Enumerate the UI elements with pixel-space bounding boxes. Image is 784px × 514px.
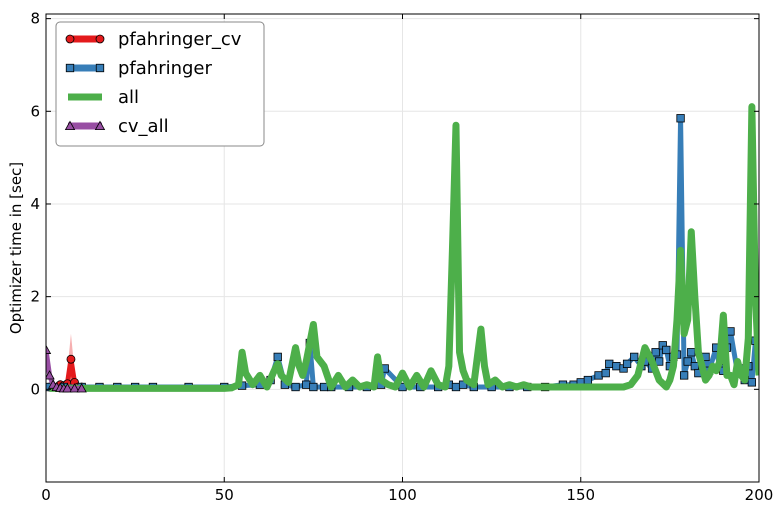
- series-cv_all: [46, 344, 87, 393]
- legend-marker: [94, 120, 106, 131]
- data-point: [76, 383, 87, 393]
- legend-marker: [64, 120, 76, 131]
- y-tick-label: 6: [30, 102, 40, 120]
- data-point: [683, 357, 692, 366]
- legend-entry-pfahringer: pfahringer: [65, 58, 213, 79]
- data-point: [66, 354, 76, 364]
- x-tick-label: 200: [745, 486, 774, 504]
- legend-marker: [65, 34, 75, 44]
- data-point: [46, 370, 55, 380]
- data-point: [747, 378, 757, 387]
- legend-entry-pfahringer_cv: pfahringer_cv: [65, 29, 242, 50]
- data-point: [622, 359, 632, 368]
- series-line-all: [49, 103, 759, 392]
- data-point: [601, 368, 610, 378]
- data-point: [687, 348, 696, 357]
- data-point: [458, 380, 468, 389]
- data-point: [676, 114, 685, 123]
- legend: pfahringer_cv pfahringer all cv_all: [55, 21, 265, 147]
- data-point: [62, 383, 73, 393]
- data-point: [451, 382, 461, 392]
- data-point: [690, 362, 699, 371]
- data-point: [46, 344, 52, 354]
- legend-marker: [95, 34, 105, 44]
- data-point: [309, 382, 318, 392]
- legend-entry-cv_all: cv_all: [64, 116, 169, 137]
- series-layer: [46, 103, 759, 393]
- series-all: [49, 103, 759, 392]
- data-point: [291, 382, 300, 392]
- legend-label: pfahringer_cv: [118, 29, 242, 50]
- x-tick-label: 50: [215, 486, 234, 504]
- data-point: [302, 380, 311, 389]
- data-point: [679, 371, 689, 380]
- data-point: [651, 348, 660, 357]
- y-axis-label: Optimizer time in [sec]: [7, 162, 25, 334]
- y-tick-label: 4: [30, 195, 40, 213]
- legend-label: pfahringer: [118, 58, 213, 79]
- data-point: [273, 352, 282, 362]
- legend-label: all: [118, 87, 139, 108]
- data-point: [605, 359, 614, 368]
- data-point: [583, 375, 593, 385]
- x-tick-label: 150: [566, 486, 595, 504]
- data-point: [69, 383, 80, 393]
- data-point: [612, 362, 621, 371]
- y-tick-label: 2: [30, 288, 40, 306]
- y-tick-label: 8: [30, 10, 40, 28]
- ticks: 0 50 100 150 200 0 2 4 6 8: [30, 10, 773, 504]
- data-point: [594, 371, 603, 380]
- legend-box: [55, 21, 265, 147]
- data-point: [630, 352, 639, 362]
- x-tick-label: 0: [41, 486, 51, 504]
- data-point: [662, 345, 671, 355]
- x-tick-label: 100: [388, 486, 417, 504]
- legend-marker: [65, 63, 75, 73]
- legend-label: cv_all: [118, 116, 169, 137]
- legend-marker: [95, 63, 105, 73]
- legend-entry-all: all: [68, 87, 139, 108]
- y-tick-label: 0: [30, 380, 40, 398]
